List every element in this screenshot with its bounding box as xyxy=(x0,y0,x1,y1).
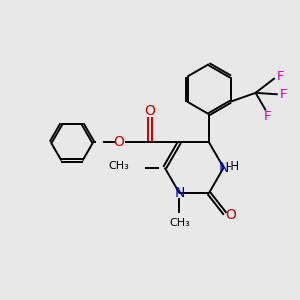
Text: -H: -H xyxy=(226,160,240,173)
Text: O: O xyxy=(113,135,124,149)
Text: N: N xyxy=(218,161,229,175)
Text: CH₃: CH₃ xyxy=(169,218,190,228)
Text: N: N xyxy=(174,186,184,200)
Text: O: O xyxy=(225,208,236,222)
Text: F: F xyxy=(280,88,287,101)
Text: O: O xyxy=(145,104,155,118)
Text: F: F xyxy=(264,110,271,123)
Text: CH₃: CH₃ xyxy=(109,161,129,171)
Text: F: F xyxy=(276,70,284,83)
